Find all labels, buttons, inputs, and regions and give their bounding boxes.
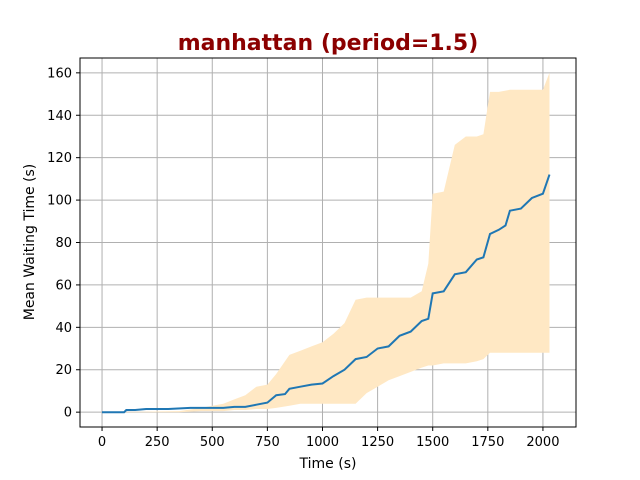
x-tick-label: 2000 [526,435,559,450]
y-tick-label: 40 [55,321,72,336]
y-tick-label: 120 [47,151,72,166]
x-tick-label: 1500 [416,435,449,450]
y-axis-ticks: 0 20 40 60 80 100 120 140 160 [47,66,80,421]
x-tick-label: 0 [98,435,106,450]
x-tick-label: 1250 [361,435,394,450]
y-tick-label: 160 [47,66,72,81]
y-tick-label: 100 [47,194,72,209]
y-tick-label: 140 [47,109,72,124]
x-tick-label: 500 [200,435,225,450]
x-tick-label: 750 [255,435,280,450]
y-tick-label: 80 [55,236,72,251]
chart-title: manhattan (period=1.5) [178,31,479,56]
x-axis-ticks: 0 250 500 750 1000 1250 1500 1750 2000 [98,427,559,450]
x-tick-label: 250 [145,435,170,450]
x-axis-label: Time (s) [299,456,357,472]
range-band [102,72,550,413]
x-tick-label: 1000 [306,435,339,450]
plot-area [79,57,577,428]
series-line [102,174,551,414]
y-axis-label: Mean Waiting Time (s) [22,164,38,321]
y-tick-label: 0 [64,406,72,421]
x-tick-label: 1750 [471,435,504,450]
y-tick-label: 20 [55,363,72,378]
y-tick-label: 60 [55,278,72,293]
